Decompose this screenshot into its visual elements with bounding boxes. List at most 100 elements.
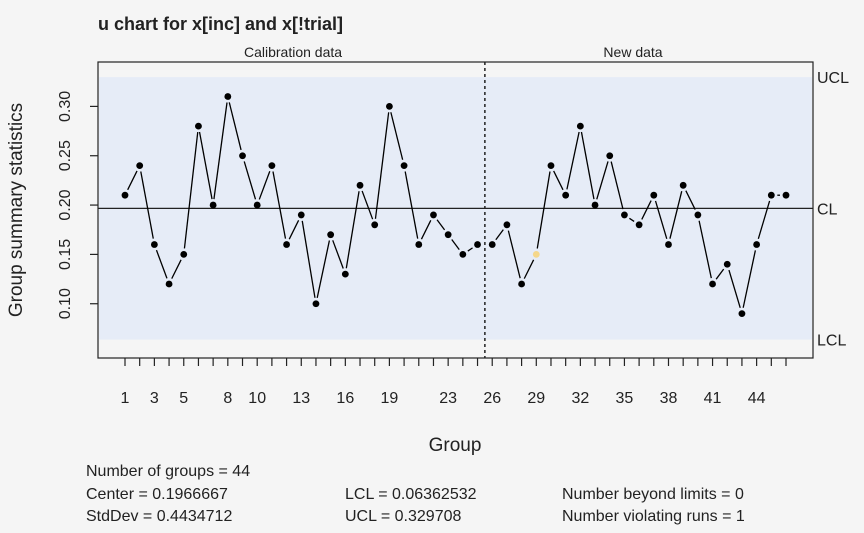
stat-center: Center = 0.1966667	[86, 486, 228, 503]
calibration-segment	[316, 240, 331, 298]
calibration-segment	[436, 219, 446, 231]
new-data-point	[723, 260, 731, 268]
stat-number-of-groups: Number of groups = 44	[86, 463, 250, 480]
section-label-calibration: Calibration data	[244, 44, 342, 60]
calibration-point	[341, 270, 349, 278]
new-data-segment	[757, 200, 771, 239]
calibration-point	[253, 201, 261, 209]
new-data-segment	[610, 161, 624, 210]
calibration-segment	[288, 220, 300, 240]
x-tick-label: 44	[748, 390, 766, 407]
new-data-segment	[742, 250, 757, 308]
new-data-segment	[715, 268, 725, 280]
calibration-point	[459, 251, 467, 258]
new-data-point	[650, 191, 658, 199]
x-tick-label: 23	[439, 390, 457, 407]
new-data-point	[767, 191, 775, 199]
calibration-segment	[332, 240, 344, 269]
x-axis: 1 3 5 8 10 13 16 19 23 26 29 32 35 38 41 44	[121, 358, 787, 407]
new-data-point	[709, 280, 716, 288]
new-data-point	[591, 201, 599, 209]
calibration-point	[444, 231, 452, 239]
calibration-segment	[404, 171, 419, 239]
x-tick-label: 16	[336, 390, 354, 407]
calibration-point	[239, 152, 246, 160]
new-data-segment	[654, 200, 668, 239]
new-data-segment	[523, 259, 535, 279]
new-data-point	[635, 221, 643, 229]
calibration-point	[297, 211, 305, 219]
x-tick-label: 3	[150, 390, 159, 407]
y-tick-label: 0.10	[57, 288, 74, 319]
calibration-segment	[390, 112, 404, 160]
new-data-segment	[728, 269, 741, 309]
calibration-point	[224, 93, 232, 100]
new-data-point	[679, 181, 687, 189]
new-data-segment	[495, 229, 504, 241]
calibration-segment	[183, 132, 199, 249]
calibration-point	[371, 221, 379, 229]
x-tick-label: 5	[179, 390, 188, 407]
new-data-segment	[536, 171, 551, 249]
x-tick-label: 26	[483, 390, 501, 407]
calibration-segment	[467, 247, 473, 252]
calibration-segment	[272, 171, 287, 239]
new-data-point	[518, 280, 525, 288]
calibration-point	[121, 191, 129, 199]
calibration-point	[195, 122, 202, 130]
calibration-segment	[361, 190, 374, 220]
calibration-segment	[127, 170, 138, 191]
new-data-point	[562, 191, 570, 199]
new-data-point	[576, 122, 584, 130]
new-data-point	[488, 241, 496, 248]
y-tick-label: 0.25	[57, 140, 74, 171]
x-tick-label: 10	[248, 390, 266, 407]
lcl-label: LCL	[817, 333, 846, 350]
calibration-point	[430, 211, 437, 219]
y-tick-label: 0.15	[57, 239, 74, 270]
new-data-point	[665, 241, 672, 248]
calibration-segment	[155, 249, 168, 279]
calibration-segment	[301, 220, 316, 298]
calibration-segment	[258, 170, 271, 200]
calibration-point	[415, 241, 423, 248]
x-tick-label: 8	[223, 390, 232, 407]
new-data-point	[606, 152, 614, 160]
ucl-label: UCL	[817, 70, 849, 87]
y-axis-title: Group summary statistics	[6, 103, 27, 317]
new-data-point	[782, 191, 790, 199]
y-axis: 0.10 0.15 0.20 0.25 0.30	[57, 91, 98, 319]
calibration-point	[136, 162, 144, 170]
new-data-point	[547, 162, 555, 170]
calibration-point	[150, 241, 158, 248]
series-group	[121, 93, 790, 317]
y-tick-label: 0.30	[57, 91, 74, 122]
new-data-segment	[566, 131, 580, 190]
calibration-segment	[374, 112, 390, 219]
x-tick-label: 38	[660, 390, 678, 407]
new-data-segment	[685, 190, 696, 210]
new-data-segment	[580, 131, 595, 200]
calibration-segment	[140, 171, 154, 239]
stat-violating-runs: Number violating runs = 1	[562, 508, 745, 525]
x-tick-label: 41	[704, 390, 722, 407]
calibration-segment	[451, 239, 460, 250]
x-tick-label: 1	[121, 390, 130, 407]
calibration-point	[283, 241, 290, 248]
calibration-point	[165, 280, 173, 288]
new-data-point	[621, 211, 628, 219]
violating-run-point	[532, 251, 540, 258]
stat-beyond-limits: Number beyond limits = 0	[562, 486, 744, 503]
new-data-point	[503, 221, 511, 229]
calibration-point	[268, 162, 276, 170]
x-tick-label: 13	[292, 390, 310, 407]
y-tick-label: 0.20	[57, 189, 74, 220]
x-tick-label: 32	[571, 390, 589, 407]
plot-frame	[97, 61, 814, 359]
x-axis-title: Group	[429, 435, 482, 456]
calibration-segment	[243, 161, 257, 200]
calibration-segment	[198, 131, 213, 200]
new-data-point	[738, 310, 746, 317]
chart-title: u chart for x[inc] and x[!trial]	[98, 14, 343, 34]
